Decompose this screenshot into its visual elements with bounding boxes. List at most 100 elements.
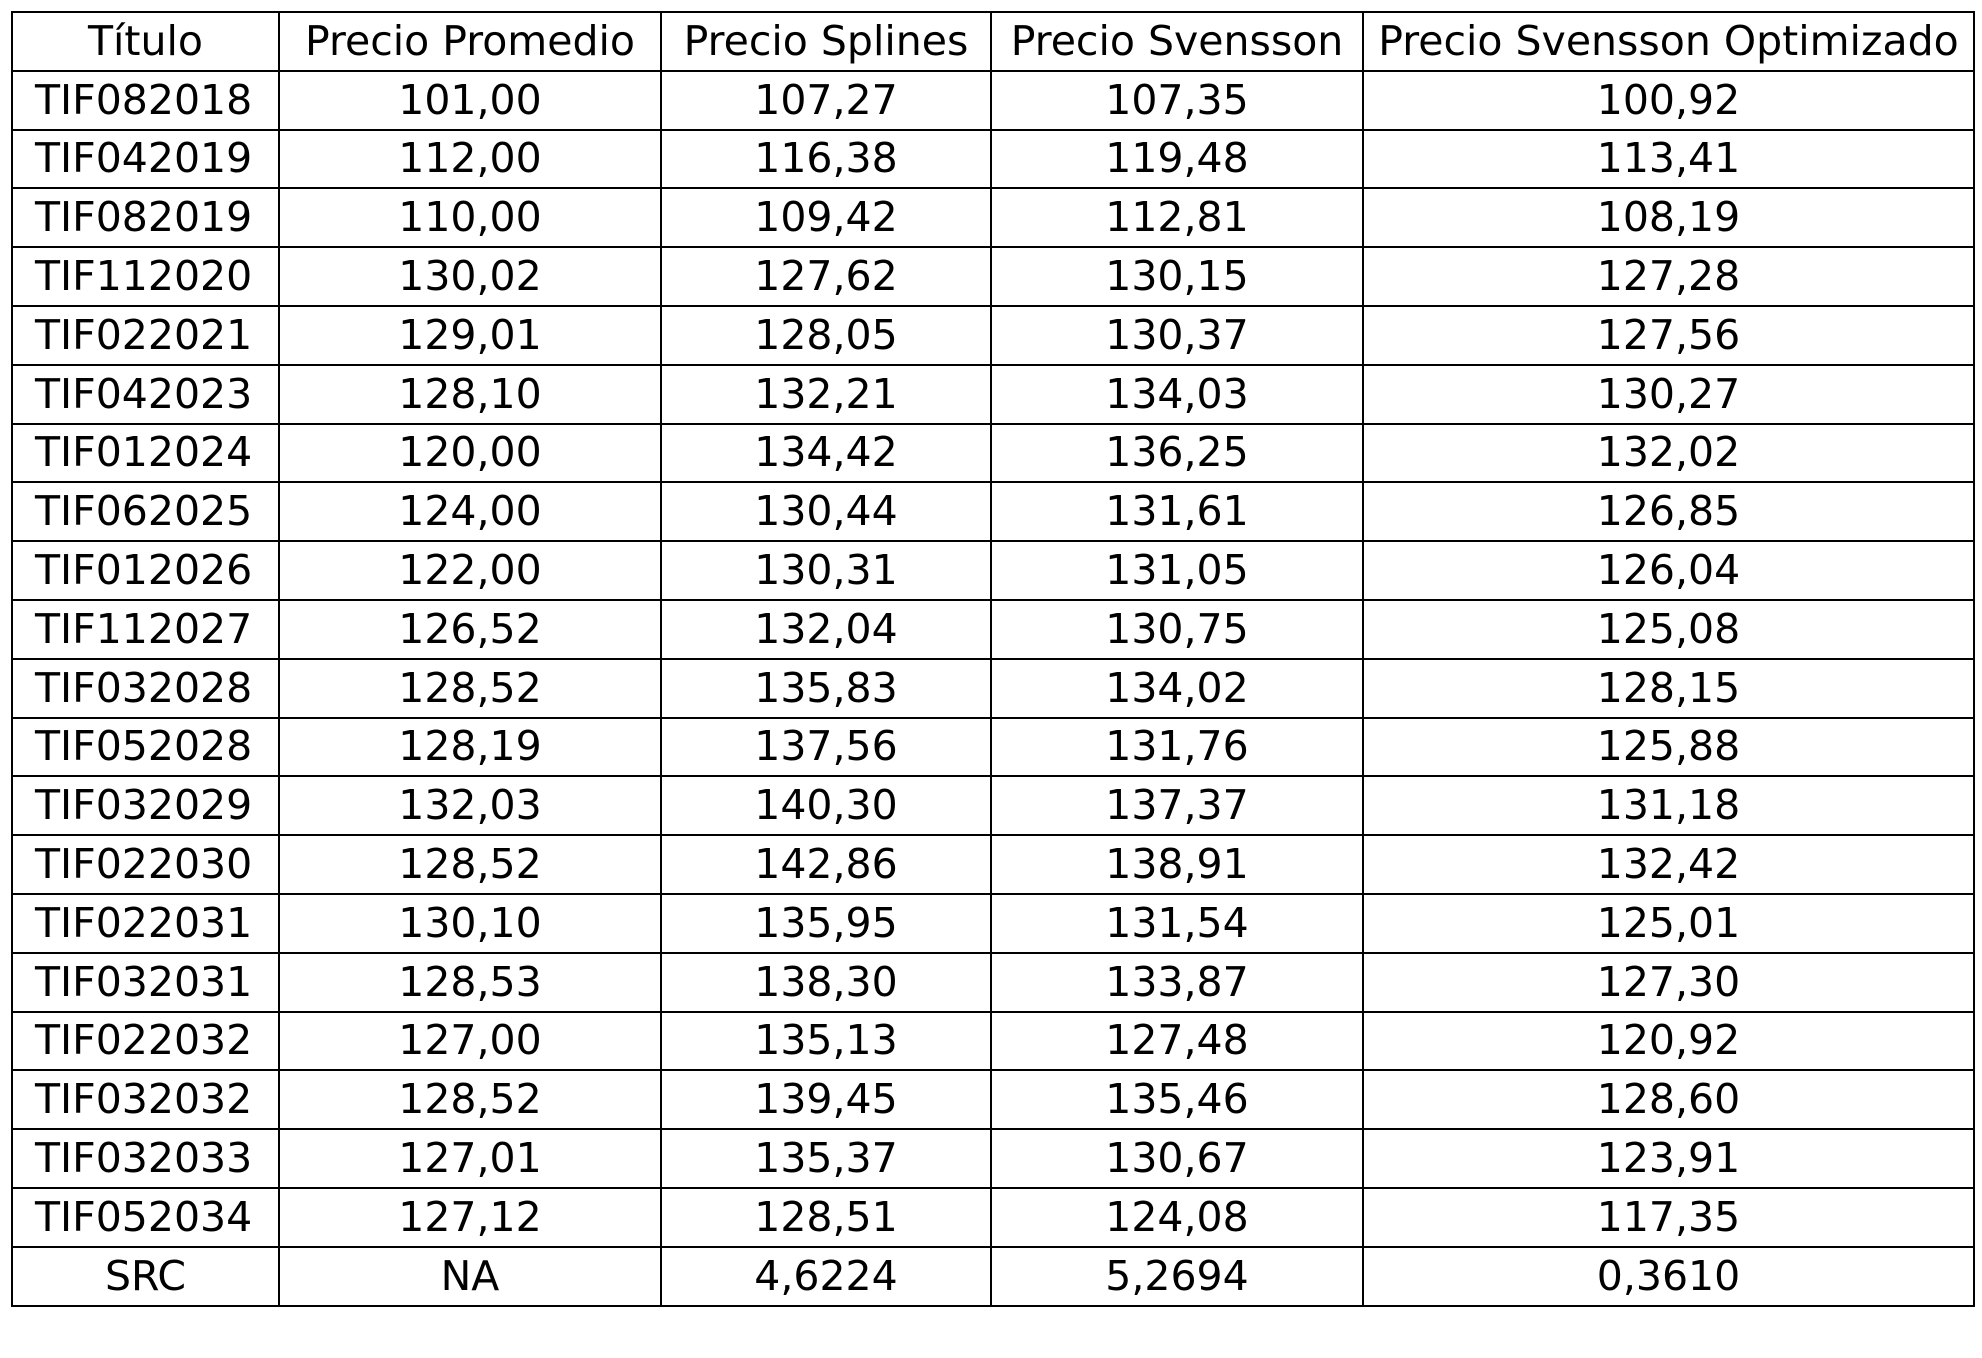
- precio-splines-cell: 140,30: [660, 775, 992, 837]
- table-row: TIF042023 128,10 132,21 134,03 130,27: [11, 363, 1975, 425]
- precio-svensson-cell: 130,75: [990, 598, 1364, 660]
- titulo-cell: TIF022031: [11, 892, 280, 954]
- precio-svensson-cell: 127,48: [990, 1010, 1364, 1072]
- table-row: TIF012024 120,00 134,42 136,25 132,02: [11, 422, 1975, 484]
- table-row: TIF032032 128,52 139,45 135,46 128,60: [11, 1069, 1975, 1131]
- summary-precio-splines-cell: 4,6224: [660, 1245, 992, 1307]
- precio-promedio-cell: 126,52: [278, 598, 662, 660]
- precio-svensson-cell: 131,76: [990, 716, 1364, 778]
- precio-svensson-optimizado-cell: 108,19: [1362, 187, 1975, 249]
- precio-promedio-cell: 127,00: [278, 1010, 662, 1072]
- price-comparison-table: Título Precio Promedio Precio Splines Pr…: [11, 11, 1975, 1307]
- precio-splines-cell: 139,45: [660, 1069, 992, 1131]
- table-row: TIF112020 130,02 127,62 130,15 127,28: [11, 246, 1975, 307]
- precio-promedio-cell: 128,10: [278, 363, 662, 425]
- precio-splines-cell: 107,27: [660, 69, 992, 131]
- titulo-cell: TIF032032: [11, 1069, 280, 1131]
- table-row: TIF062025 124,00 130,44 131,61 126,85: [11, 481, 1975, 543]
- precio-splines-cell: 130,44: [660, 481, 992, 543]
- precio-splines-cell: 137,56: [660, 716, 992, 778]
- precio-splines-cell: 109,42: [660, 187, 992, 249]
- precio-svensson-cell: 138,91: [990, 834, 1364, 895]
- table-row: TIF052034 127,12 128,51 124,08 117,35: [11, 1186, 1975, 1248]
- precio-promedio-cell: 122,00: [278, 540, 662, 601]
- precio-svensson-cell: 124,08: [990, 1186, 1364, 1248]
- titulo-cell: TIF052034: [11, 1186, 280, 1248]
- titulo-cell: TIF052028: [11, 716, 280, 778]
- precio-promedio-cell: 101,00: [278, 69, 662, 131]
- precio-promedio-cell: 112,00: [278, 128, 662, 190]
- precio-promedio-cell: 128,53: [278, 951, 662, 1013]
- precio-promedio-cell: 127,12: [278, 1186, 662, 1248]
- precio-svensson-optimizado-cell: 125,88: [1362, 716, 1975, 778]
- titulo-cell: TIF112027: [11, 598, 280, 660]
- header-row: Título Precio Promedio Precio Splines Pr…: [11, 11, 1975, 72]
- precio-splines-cell: 135,13: [660, 1010, 992, 1072]
- titulo-cell: TIF022032: [11, 1010, 280, 1072]
- precio-splines-cell: 135,37: [660, 1128, 992, 1189]
- precio-svensson-optimizado-cell: 132,02: [1362, 422, 1975, 484]
- titulo-cell: TIF012024: [11, 422, 280, 484]
- precio-svensson-optimizado-cell: 130,27: [1362, 363, 1975, 425]
- precio-splines-cell: 132,04: [660, 598, 992, 660]
- precio-splines-cell: 135,83: [660, 657, 992, 719]
- table-row: TIF022031 130,10 135,95 131,54 125,01: [11, 892, 1975, 954]
- precio-svensson-optimizado-cell: 125,01: [1362, 892, 1975, 954]
- precio-svensson-optimizado-cell: 127,56: [1362, 304, 1975, 366]
- precio-svensson-cell: 112,81: [990, 187, 1364, 249]
- precio-svensson-optimizado-cell: 113,41: [1362, 128, 1975, 190]
- table-row: TIF032028 128,52 135,83 134,02 128,15: [11, 657, 1975, 719]
- header-cell-precio-promedio: Precio Promedio: [278, 11, 662, 72]
- precio-svensson-cell: 130,67: [990, 1128, 1364, 1189]
- precio-svensson-optimizado-cell: 127,30: [1362, 951, 1975, 1013]
- table-row: TIF082019 110,00 109,42 112,81 108,19: [11, 187, 1975, 249]
- precio-promedio-cell: 110,00: [278, 187, 662, 249]
- precio-svensson-cell: 130,15: [990, 246, 1364, 307]
- precio-svensson-optimizado-cell: 131,18: [1362, 775, 1975, 837]
- titulo-cell: TIF082018: [11, 69, 280, 131]
- precio-svensson-cell: 134,03: [990, 363, 1364, 425]
- precio-promedio-cell: 128,52: [278, 657, 662, 719]
- precio-promedio-cell: 130,10: [278, 892, 662, 954]
- table-row: TIF042019 112,00 116,38 119,48 113,41: [11, 128, 1975, 190]
- summary-row: SRC NA 4,6224 5,2694 0,3610: [11, 1245, 1975, 1307]
- precio-splines-cell: 128,05: [660, 304, 992, 366]
- table-row: TIF012026 122,00 130,31 131,05 126,04: [11, 540, 1975, 601]
- titulo-cell: TIF082019: [11, 187, 280, 249]
- table-row: TIF022032 127,00 135,13 127,48 120,92: [11, 1010, 1975, 1072]
- titulo-cell: TIF042019: [11, 128, 280, 190]
- table-body: TIF082018 101,00 107,27 107,35 100,92 TIF0420…: [11, 69, 1975, 1307]
- precio-svensson-optimizado-cell: 132,42: [1362, 834, 1975, 895]
- table-row: TIF022021 129,01 128,05 130,37 127,56: [11, 304, 1975, 366]
- summary-precio-promedio-cell: NA: [278, 1245, 662, 1307]
- header-cell-precio-svensson-optimizado: Precio Svensson Optimizado: [1362, 11, 1975, 72]
- titulo-cell: TIF062025: [11, 481, 280, 543]
- summary-precio-svensson-optimizado-cell: 0,3610: [1362, 1245, 1975, 1307]
- precio-svensson-cell: 107,35: [990, 69, 1364, 131]
- precio-splines-cell: 130,31: [660, 540, 992, 601]
- table-row: TIF052028 128,19 137,56 131,76 125,88: [11, 716, 1975, 778]
- precio-svensson-cell: 131,61: [990, 481, 1364, 543]
- precio-splines-cell: 128,51: [660, 1186, 992, 1248]
- precio-promedio-cell: 124,00: [278, 481, 662, 543]
- header-cell-titulo: Título: [11, 11, 280, 72]
- precio-svensson-optimizado-cell: 127,28: [1362, 246, 1975, 307]
- precio-promedio-cell: 128,52: [278, 834, 662, 895]
- precio-promedio-cell: 128,52: [278, 1069, 662, 1131]
- precio-svensson-optimizado-cell: 123,91: [1362, 1128, 1975, 1189]
- header-cell-precio-splines: Precio Splines: [660, 11, 992, 72]
- precio-svensson-optimizado-cell: 100,92: [1362, 69, 1975, 131]
- precio-svensson-cell: 134,02: [990, 657, 1364, 719]
- precio-splines-cell: 116,38: [660, 128, 992, 190]
- precio-promedio-cell: 128,19: [278, 716, 662, 778]
- precio-splines-cell: 138,30: [660, 951, 992, 1013]
- table-row: TIF082018 101,00 107,27 107,35 100,92: [11, 69, 1975, 131]
- table-row: TIF032033 127,01 135,37 130,67 123,91: [11, 1128, 1975, 1189]
- precio-svensson-optimizado-cell: 117,35: [1362, 1186, 1975, 1248]
- precio-splines-cell: 135,95: [660, 892, 992, 954]
- table-row: TIF032031 128,53 138,30 133,87 127,30: [11, 951, 1975, 1013]
- precio-splines-cell: 127,62: [660, 246, 992, 307]
- titulo-cell: TIF022030: [11, 834, 280, 895]
- titulo-cell: TIF112020: [11, 246, 280, 307]
- precio-svensson-cell: 119,48: [990, 128, 1364, 190]
